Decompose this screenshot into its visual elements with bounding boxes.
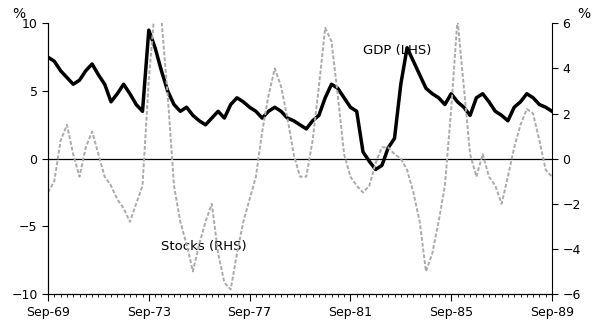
Text: %: % bbox=[577, 7, 590, 21]
Text: Stocks (RHS): Stocks (RHS) bbox=[161, 240, 247, 253]
Text: %: % bbox=[13, 7, 26, 21]
Text: GDP (LHS): GDP (LHS) bbox=[363, 44, 431, 57]
